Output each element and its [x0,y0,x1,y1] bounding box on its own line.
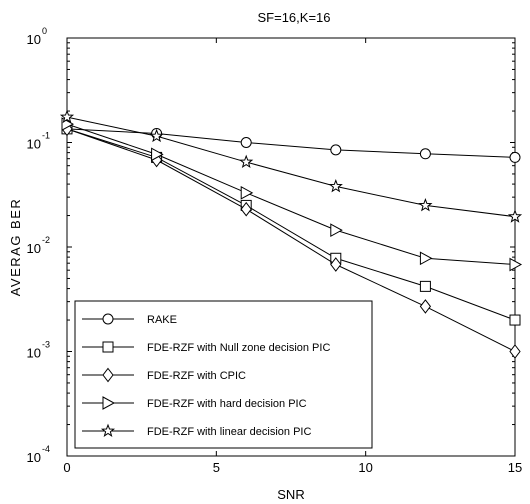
series-line [66,128,516,352]
data-point [240,137,252,148]
data-point [149,128,164,143]
legend-label: FDE-RZF with CPIC [147,370,246,382]
series-line [66,123,516,265]
y-tick-label: 10 [27,346,41,361]
data-point [509,314,521,326]
x-tick-label: 15 [508,460,522,475]
series-star [59,109,523,223]
x-tick-label: 0 [63,460,70,475]
y-tick-label: 10 [27,241,41,256]
legend-entry: FDE-RZF with hard decision PIC [82,396,307,410]
y-tick-label: 10 [27,450,41,465]
legend-label: RAKE [147,314,177,326]
data-point [419,280,431,292]
legend-label: FDE-RZF with hard decision PIC [147,398,307,410]
data-point [330,257,342,272]
y-tick-exponent: -4 [42,444,50,454]
series-triangle-right [61,117,523,272]
legend-marker [102,341,114,353]
y-tick-exponent: 0 [42,26,47,36]
data-point [59,109,75,124]
y-tick-exponent: -3 [42,340,50,350]
y-tick-label: 10 [27,137,41,152]
data-point [419,251,433,266]
data-point [328,178,343,193]
data-point [419,299,432,314]
x-axis-label: SNR [277,487,304,502]
series-layer [59,109,523,359]
legend-marker [102,313,114,325]
chart-title: SF=16,K=16 [258,10,331,25]
data-point [240,185,254,200]
data-point [418,197,433,212]
legend-entry: RAKE [82,313,177,326]
series-line [66,116,516,218]
y-tick-exponent: -1 [42,131,50,141]
legend-entry: FDE-RZF with linear decision PIC [82,423,311,438]
legend: RAKE FDE-RZF with Null zone decision PIC F… [74,300,373,449]
data-point [507,209,523,223]
legend-entry: FDE-RZF with CPIC [82,367,246,383]
y-axis-label: AVERAG BER [8,198,23,297]
y-tick-label: 10 [27,32,41,47]
legend-label: FDE-RZF with linear decision PIC [147,426,311,438]
data-point [419,148,431,160]
series-line [66,128,516,321]
x-tick-label: 5 [213,460,220,475]
legend-label: FDE-RZF with Null zone decision PIC [147,342,330,354]
data-point [509,344,521,359]
data-point [239,154,254,169]
data-point [151,147,164,162]
data-point [330,223,343,237]
data-point [240,201,252,217]
data-point [509,151,521,163]
data-point [330,144,342,156]
legend-marker [102,396,116,410]
legend-marker [102,367,114,383]
x-tick-label: 10 [358,460,372,475]
legend-entry: FDE-RZF with Null zone decision PIC [82,341,330,354]
legend-marker [100,423,116,438]
y-tick-exponent: -2 [42,235,50,245]
data-point [509,257,523,272]
